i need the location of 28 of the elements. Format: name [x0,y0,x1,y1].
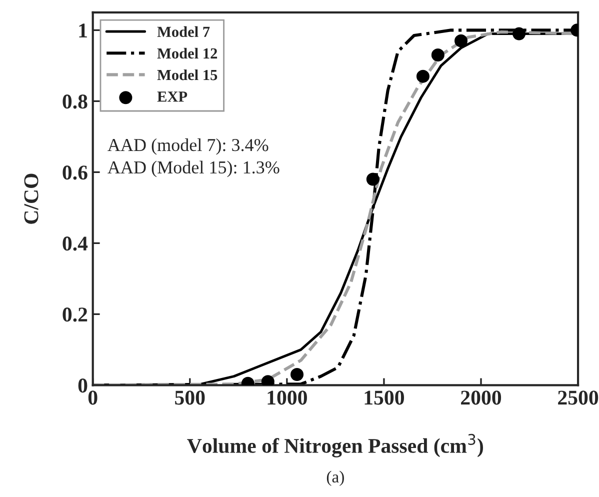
legend-label: Model 12 [157,48,218,59]
point [261,375,274,386]
x-tick-label: 2500 [558,390,598,405]
x-tick-label: 1000 [268,390,307,405]
legend-label: EXP [157,92,188,102]
point [416,70,430,83]
text: (a) [326,470,344,486]
legend-label: Model 7 [157,26,210,38]
point [512,27,526,40]
x-tick-label: 1500 [364,390,404,405]
annotation: AAD (Model 15): 1.3% [108,160,280,178]
point [431,48,444,62]
annotation: AAD (model 7): 3.4% [108,138,268,155]
point [454,34,468,48]
y-tick-label: 0.2 [62,308,88,322]
y-tick-label: 0 [78,378,88,393]
y-tick-label: 1 [79,24,87,38]
x-tick-label: 0 [88,390,98,405]
x-tick-label: 500 [175,390,205,405]
point [366,172,380,186]
y-tick-label: 0.6 [62,166,88,180]
y-axis-title: C/CO [24,174,38,224]
legend-label: Model 15 [157,69,218,80]
x-axis-title: Volume of Nitrogen Passed (cm$^{3}$) [187,434,484,458]
y-tick-label: 0.4 [62,236,88,251]
point [290,368,304,382]
y-tick-label: 0.8 [62,94,88,109]
x-tick-label: 2000 [461,390,502,405]
